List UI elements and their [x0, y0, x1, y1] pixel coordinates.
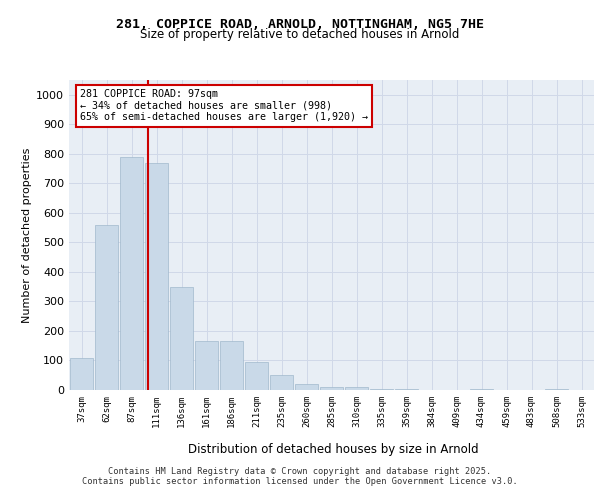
Bar — [395, 388, 418, 390]
Bar — [470, 388, 493, 390]
Bar — [195, 342, 218, 390]
Text: Size of property relative to detached houses in Arnold: Size of property relative to detached ho… — [140, 28, 460, 41]
Bar — [320, 387, 343, 390]
Bar — [95, 224, 118, 390]
Y-axis label: Number of detached properties: Number of detached properties — [22, 148, 32, 322]
Text: 281, COPPICE ROAD, ARNOLD, NOTTINGHAM, NG5 7HE: 281, COPPICE ROAD, ARNOLD, NOTTINGHAM, N… — [116, 18, 484, 30]
Bar — [120, 157, 143, 390]
Bar — [170, 286, 193, 390]
Bar — [370, 388, 393, 390]
Bar — [245, 362, 268, 390]
Text: Distribution of detached houses by size in Arnold: Distribution of detached houses by size … — [188, 442, 478, 456]
Bar — [545, 388, 568, 390]
Bar — [345, 387, 368, 390]
Text: Contains public sector information licensed under the Open Government Licence v3: Contains public sector information licen… — [82, 477, 518, 486]
Bar — [220, 342, 243, 390]
Bar — [145, 162, 168, 390]
Bar — [70, 358, 93, 390]
Text: 281 COPPICE ROAD: 97sqm
← 34% of detached houses are smaller (998)
65% of semi-d: 281 COPPICE ROAD: 97sqm ← 34% of detache… — [79, 90, 367, 122]
Bar — [270, 375, 293, 390]
Bar — [295, 384, 318, 390]
Text: Contains HM Land Registry data © Crown copyright and database right 2025.: Contains HM Land Registry data © Crown c… — [109, 467, 491, 476]
